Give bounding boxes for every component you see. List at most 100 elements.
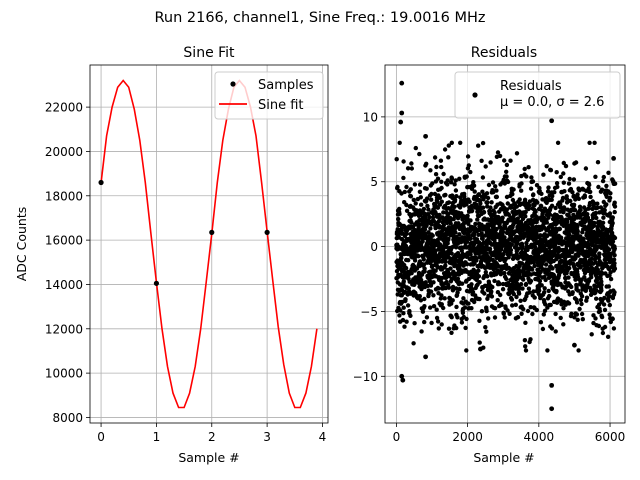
residual-outlier-point — [549, 382, 555, 388]
residual-point — [600, 220, 606, 225]
residual-point — [500, 215, 505, 220]
residual-point — [438, 158, 444, 163]
residual-point — [487, 209, 493, 214]
residual-point — [564, 284, 569, 289]
residual-point — [549, 326, 555, 331]
residual-point — [519, 311, 524, 316]
residual-point — [472, 189, 477, 194]
residual-point — [434, 164, 439, 170]
residual-point — [572, 208, 578, 213]
residual-point — [412, 182, 418, 187]
residual-point — [561, 306, 566, 311]
residual-point — [490, 284, 495, 290]
residual-point — [567, 176, 572, 182]
residual-outlier-point — [572, 342, 577, 348]
residual-point — [455, 290, 460, 295]
sine-fit-x-tick-label: 3 — [263, 430, 271, 444]
residual-point — [471, 180, 476, 185]
residual-point — [612, 235, 618, 241]
residual-point — [439, 185, 444, 191]
residual-point — [394, 157, 399, 162]
residual-point — [600, 224, 606, 230]
residual-point — [592, 220, 597, 226]
residual-point — [402, 189, 407, 195]
residual-point — [424, 196, 430, 201]
residual-point — [476, 232, 481, 237]
residual-point — [405, 166, 411, 171]
residual-point — [514, 151, 520, 156]
residuals-title: Residuals — [471, 45, 537, 61]
residual-point — [441, 305, 446, 311]
residual-point — [573, 256, 578, 261]
residual-point — [437, 195, 443, 200]
residual-point — [453, 230, 458, 235]
residual-point — [453, 178, 458, 183]
residual-point — [407, 308, 412, 314]
residual-point — [469, 306, 474, 311]
sine-fit-chart: Sine Fit 0 1 2 3 4 8000 10000 12000 14000 16000 1… — [14, 45, 329, 465]
residual-point — [479, 309, 485, 314]
residual-point — [510, 192, 515, 197]
residual-point — [401, 279, 406, 284]
residuals-y-tick-label: 10 — [363, 110, 378, 124]
residual-point — [522, 338, 528, 343]
residual-point — [599, 282, 604, 288]
residual-point — [504, 194, 510, 200]
residual-point — [453, 188, 459, 193]
residual-point — [471, 232, 477, 238]
residuals-x-tick-label: 6000 — [595, 430, 626, 444]
residual-point — [468, 169, 473, 175]
residual-point — [501, 311, 506, 316]
residual-point — [568, 198, 573, 204]
residual-point — [511, 187, 516, 192]
residual-point — [585, 212, 590, 217]
residual-point — [466, 163, 471, 168]
residual-point — [404, 208, 410, 213]
residual-point — [590, 215, 596, 221]
residual-point — [399, 191, 404, 196]
residual-point — [575, 224, 580, 229]
residual-point — [594, 296, 599, 301]
residual-point — [514, 204, 519, 209]
residual-point — [436, 326, 441, 331]
residual-point — [560, 195, 566, 201]
sample-point — [264, 229, 270, 235]
sine-fit-y-tick-label: 12000 — [45, 322, 83, 336]
residual-point — [561, 180, 566, 185]
residual-point — [522, 197, 528, 202]
residual-point — [412, 321, 417, 326]
residual-point — [446, 236, 451, 241]
residual-point — [564, 196, 570, 202]
sample-point — [98, 179, 104, 186]
residual-point — [401, 311, 406, 316]
residual-point — [421, 257, 426, 262]
residual-point — [541, 172, 546, 177]
residual-point — [489, 200, 494, 205]
residual-point — [437, 212, 442, 218]
residual-point — [403, 265, 409, 271]
residual-point — [548, 168, 554, 173]
residual-point — [540, 326, 546, 332]
residual-point — [449, 315, 454, 320]
residual-point — [454, 194, 459, 199]
residual-point — [492, 210, 497, 215]
residual-point — [484, 329, 489, 334]
residual-point — [604, 202, 609, 207]
residual-point — [531, 192, 536, 197]
legend-residuals-stats: μ = 0.0, σ = 2.6 — [500, 95, 604, 110]
residual-point — [397, 140, 402, 145]
residual-point — [397, 211, 402, 217]
residual-point — [507, 311, 512, 316]
residual-point — [424, 161, 429, 166]
legend-residuals-label: Residuals — [500, 79, 562, 94]
residual-point — [459, 248, 464, 253]
residual-point — [404, 231, 409, 236]
residual-point — [608, 191, 613, 196]
residual-point — [547, 293, 552, 299]
residual-point — [595, 201, 600, 206]
residual-point — [520, 286, 525, 291]
residual-point — [435, 265, 440, 270]
residual-point — [428, 305, 433, 310]
residual-point — [591, 320, 596, 326]
residual-point — [531, 289, 536, 294]
